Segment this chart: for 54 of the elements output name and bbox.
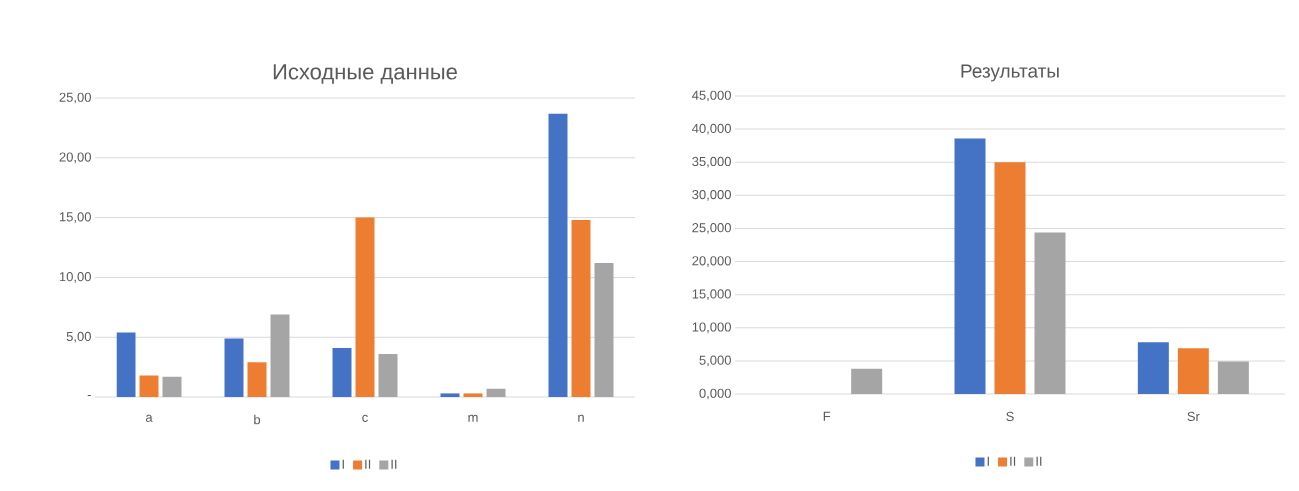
y-tick-label: 25,00 <box>59 92 91 104</box>
x-tick-label: m <box>468 414 478 422</box>
bar <box>571 219 591 397</box>
y-tick-label: - <box>87 395 91 397</box>
bar <box>440 393 460 397</box>
x-tick-label: Sr <box>1187 411 1200 421</box>
bar <box>486 388 506 397</box>
bar <box>548 113 568 397</box>
bar <box>954 138 986 394</box>
legend-label: II <box>365 459 371 469</box>
bar <box>116 332 136 397</box>
bar <box>270 314 290 397</box>
y-tick-label: 10,000 <box>692 322 731 334</box>
bar <box>1137 342 1169 394</box>
y-tick-label: 10,00 <box>59 272 91 283</box>
bar <box>851 368 883 394</box>
legend-label: II <box>1036 456 1042 466</box>
bar <box>355 217 375 397</box>
y-tick-label: 40,000 <box>692 123 731 135</box>
y-tick-label: 30,000 <box>692 189 731 201</box>
y-tick-label: 15,000 <box>692 289 731 301</box>
bar <box>162 376 182 397</box>
y-tick-label: 20,000 <box>692 256 731 267</box>
bar <box>224 338 244 397</box>
bar <box>1177 348 1209 394</box>
y-tick-label: 5,00 <box>66 331 91 343</box>
chart-title: Исходные данные <box>273 64 457 84</box>
x-tick-label: b <box>254 414 261 425</box>
bar <box>139 375 159 397</box>
legend-label: I <box>987 456 989 466</box>
legend-label: II <box>391 459 397 469</box>
legend-label: II <box>1010 456 1016 466</box>
bar <box>247 362 267 397</box>
y-tick-label: 0,000 <box>699 388 731 400</box>
x-tick-label: S <box>1006 411 1014 421</box>
y-tick-label: 25,000 <box>692 223 731 234</box>
bar <box>594 263 614 397</box>
x-tick-label: n <box>578 414 584 422</box>
y-tick-label: 5,000 <box>699 355 731 367</box>
bar <box>378 353 398 397</box>
y-tick-label: 15,00 <box>59 212 91 223</box>
bar <box>1217 361 1249 394</box>
y-tick-label: 35,000 <box>692 156 731 168</box>
x-tick-label: a <box>145 414 153 422</box>
bar <box>1034 232 1066 394</box>
x-tick-label: F <box>823 411 831 421</box>
y-tick-label: 45,000 <box>692 90 731 102</box>
bar <box>463 393 483 397</box>
x-tick-label: c <box>362 414 368 422</box>
chart-title: Результаты <box>961 64 1059 82</box>
y-tick-label: 20,00 <box>59 152 91 164</box>
bar <box>994 162 1026 394</box>
bar <box>332 347 352 397</box>
legend-label: I <box>342 459 344 469</box>
